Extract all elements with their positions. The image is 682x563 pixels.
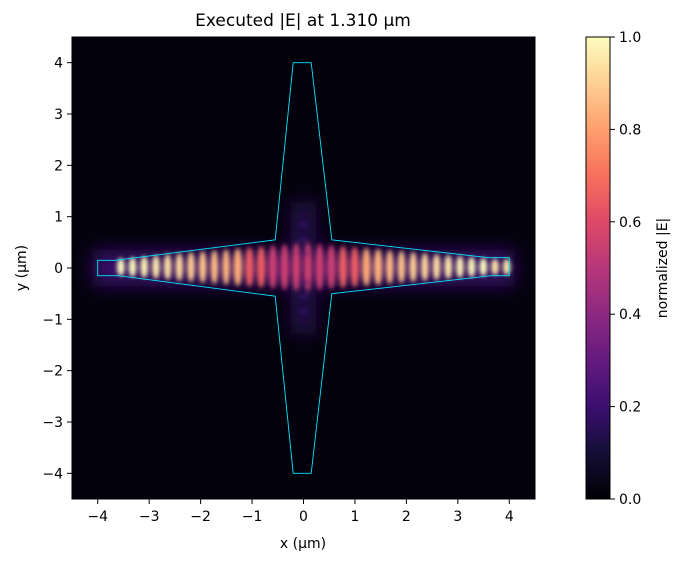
colorbar-tick-label: 1.0 [619,30,641,46]
x-axis: −4 −3 −2 −1 0 1 2 3 4 [87,499,514,525]
colorbar: 0.0 0.2 0.4 0.6 0.8 1.0 normalized |E| [585,30,671,508]
field-fringe [187,252,195,282]
field-fringe [479,257,488,277]
y-axis-label: y (µm) [14,245,30,291]
field-fringe [198,251,207,283]
y-tick-label: 0 [54,261,63,277]
colorbar-tick-label: 0.8 [619,122,641,138]
field-fringe [456,255,464,279]
y-tick-label: −1 [42,312,63,328]
field-fringe [421,252,429,282]
field-fringe [210,250,219,284]
field-fringe [117,258,125,276]
plot-area [72,37,535,499]
field-leak [297,308,310,314]
field-fringe [222,249,230,285]
x-tick-label: −2 [190,509,211,525]
field-fringe [409,251,418,283]
field-fringe [444,254,453,280]
field-fringe [326,244,336,290]
x-tick-label: −4 [87,509,108,525]
field-layer [92,201,515,335]
x-tick-label: −3 [139,509,160,525]
x-tick-label: 0 [299,509,308,525]
field-fringes [117,222,511,314]
field-leak [297,294,310,300]
field-fringe [268,244,278,289]
y-axis: −4 −3 −2 −1 0 1 2 3 4 [42,56,72,482]
y-tick-label: 4 [54,56,63,72]
colorbar-label: normalized |E| [655,218,671,319]
y-tick-label: 2 [54,158,63,174]
field-fringe [315,243,325,291]
y-tick-label: −4 [42,466,63,482]
colorbar-tick-label: 0.0 [619,492,641,508]
field-fringe [432,253,441,281]
field-fringe [385,249,394,285]
field-leak [297,279,310,285]
colorbar-tick-label: 0.4 [619,307,641,323]
field-leak [297,222,310,228]
field-fringe [128,257,137,277]
chart-title: Executed |E| at 1.310 µm [195,11,411,31]
x-tick-label: 3 [453,509,462,525]
colorbar-ticks: 0.0 0.2 0.4 0.6 0.8 1.0 [610,30,641,508]
colorbar-tick-label: 0.6 [619,215,641,231]
field-fringe [467,256,476,278]
y-tick-label: 3 [54,107,63,123]
field-fringe [256,245,266,288]
field-fringe [245,246,254,287]
y-tick-label: −3 [42,415,63,431]
x-axis-label: x (µm) [280,536,326,552]
y-tick-label: 1 [54,210,63,226]
device-outline [97,62,510,474]
colorbar-tick-label: 0.2 [619,400,641,416]
colorbar-gradient [585,36,611,500]
x-tick-label: 4 [505,509,514,525]
field-leak [297,251,310,257]
field-fringe [338,245,348,289]
y-tick-label: −2 [42,364,63,380]
field-fringe [502,258,511,276]
field-fringe [233,248,243,286]
field-fringe [175,253,184,281]
field-fringe [350,246,360,288]
field-fringe [280,243,289,290]
field-fringe [163,254,172,280]
x-tick-label: 2 [402,509,411,525]
field-fringe [362,247,371,287]
field-fringe [152,255,160,279]
x-tick-label: −1 [242,509,263,525]
field-leak [297,236,310,242]
field-fringe [140,256,149,278]
x-tick-label: 1 [350,509,359,525]
field-fringe [397,250,406,284]
field-fringe [491,258,499,276]
field-fringe [373,248,383,286]
